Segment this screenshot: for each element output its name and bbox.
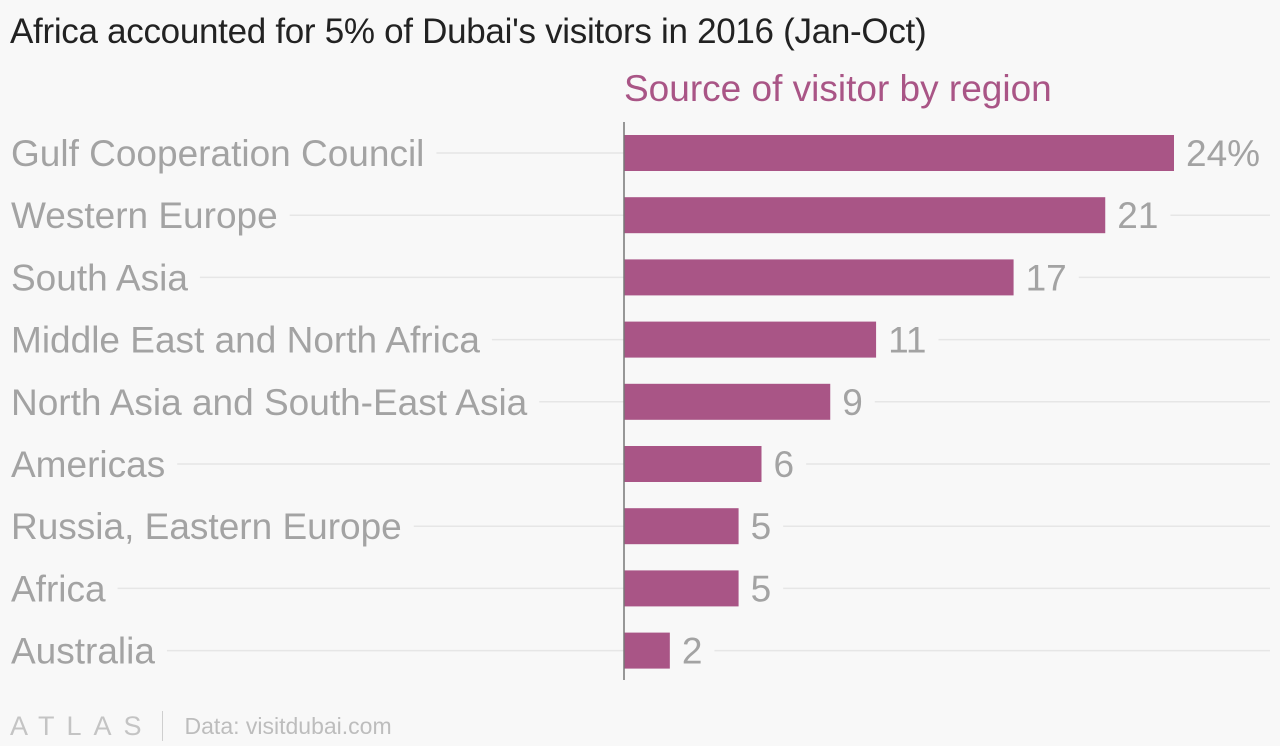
value-label: 21	[1117, 195, 1158, 236]
category-label: North Asia and South-East Asia	[11, 382, 528, 423]
chart-subtitle: Source of visitor by region	[624, 68, 1052, 109]
bar	[624, 259, 1014, 296]
category-label: Russia, Eastern Europe	[11, 506, 402, 547]
category-label: Western Europe	[11, 195, 278, 236]
gridlines	[117, 152, 1270, 652]
category-label: Middle East and North Africa	[11, 320, 480, 361]
chart-title: Africa accounted for 5% of Dubai's visit…	[10, 12, 927, 51]
bar	[624, 321, 877, 358]
data-source-note: Data: visitdubai.com	[184, 712, 392, 739]
bar	[624, 383, 831, 420]
footer: ATLAS Data: visitdubai.com	[10, 708, 392, 744]
value-label: 5	[751, 506, 772, 547]
bar	[624, 446, 762, 482]
value-label: 17	[1026, 257, 1067, 298]
category-label: Africa	[11, 568, 106, 609]
bar	[624, 197, 1106, 234]
category-label: Americas	[11, 444, 165, 485]
category-label: Australia	[11, 631, 155, 672]
category-label: South Asia	[11, 257, 188, 298]
value-label: 9	[842, 382, 863, 423]
atlas-logo: ATLAS	[10, 710, 154, 741]
value-label: 6	[774, 444, 795, 485]
bars	[624, 135, 1174, 669]
value-label: 5	[751, 568, 772, 609]
bar-chart: Source of visitor by region Gulf Coopera…	[11, 68, 1270, 680]
bar	[624, 508, 739, 545]
value-label: 11	[888, 320, 926, 361]
bar	[624, 135, 1174, 171]
bar	[624, 570, 739, 607]
value-label: 24%	[1186, 133, 1260, 174]
category-label: Gulf Cooperation Council	[11, 133, 424, 174]
footer-divider	[161, 711, 163, 741]
category-labels: Gulf Cooperation Council Western Europe So…	[11, 133, 528, 672]
value-label: 2	[682, 631, 703, 672]
bar	[624, 632, 670, 669]
